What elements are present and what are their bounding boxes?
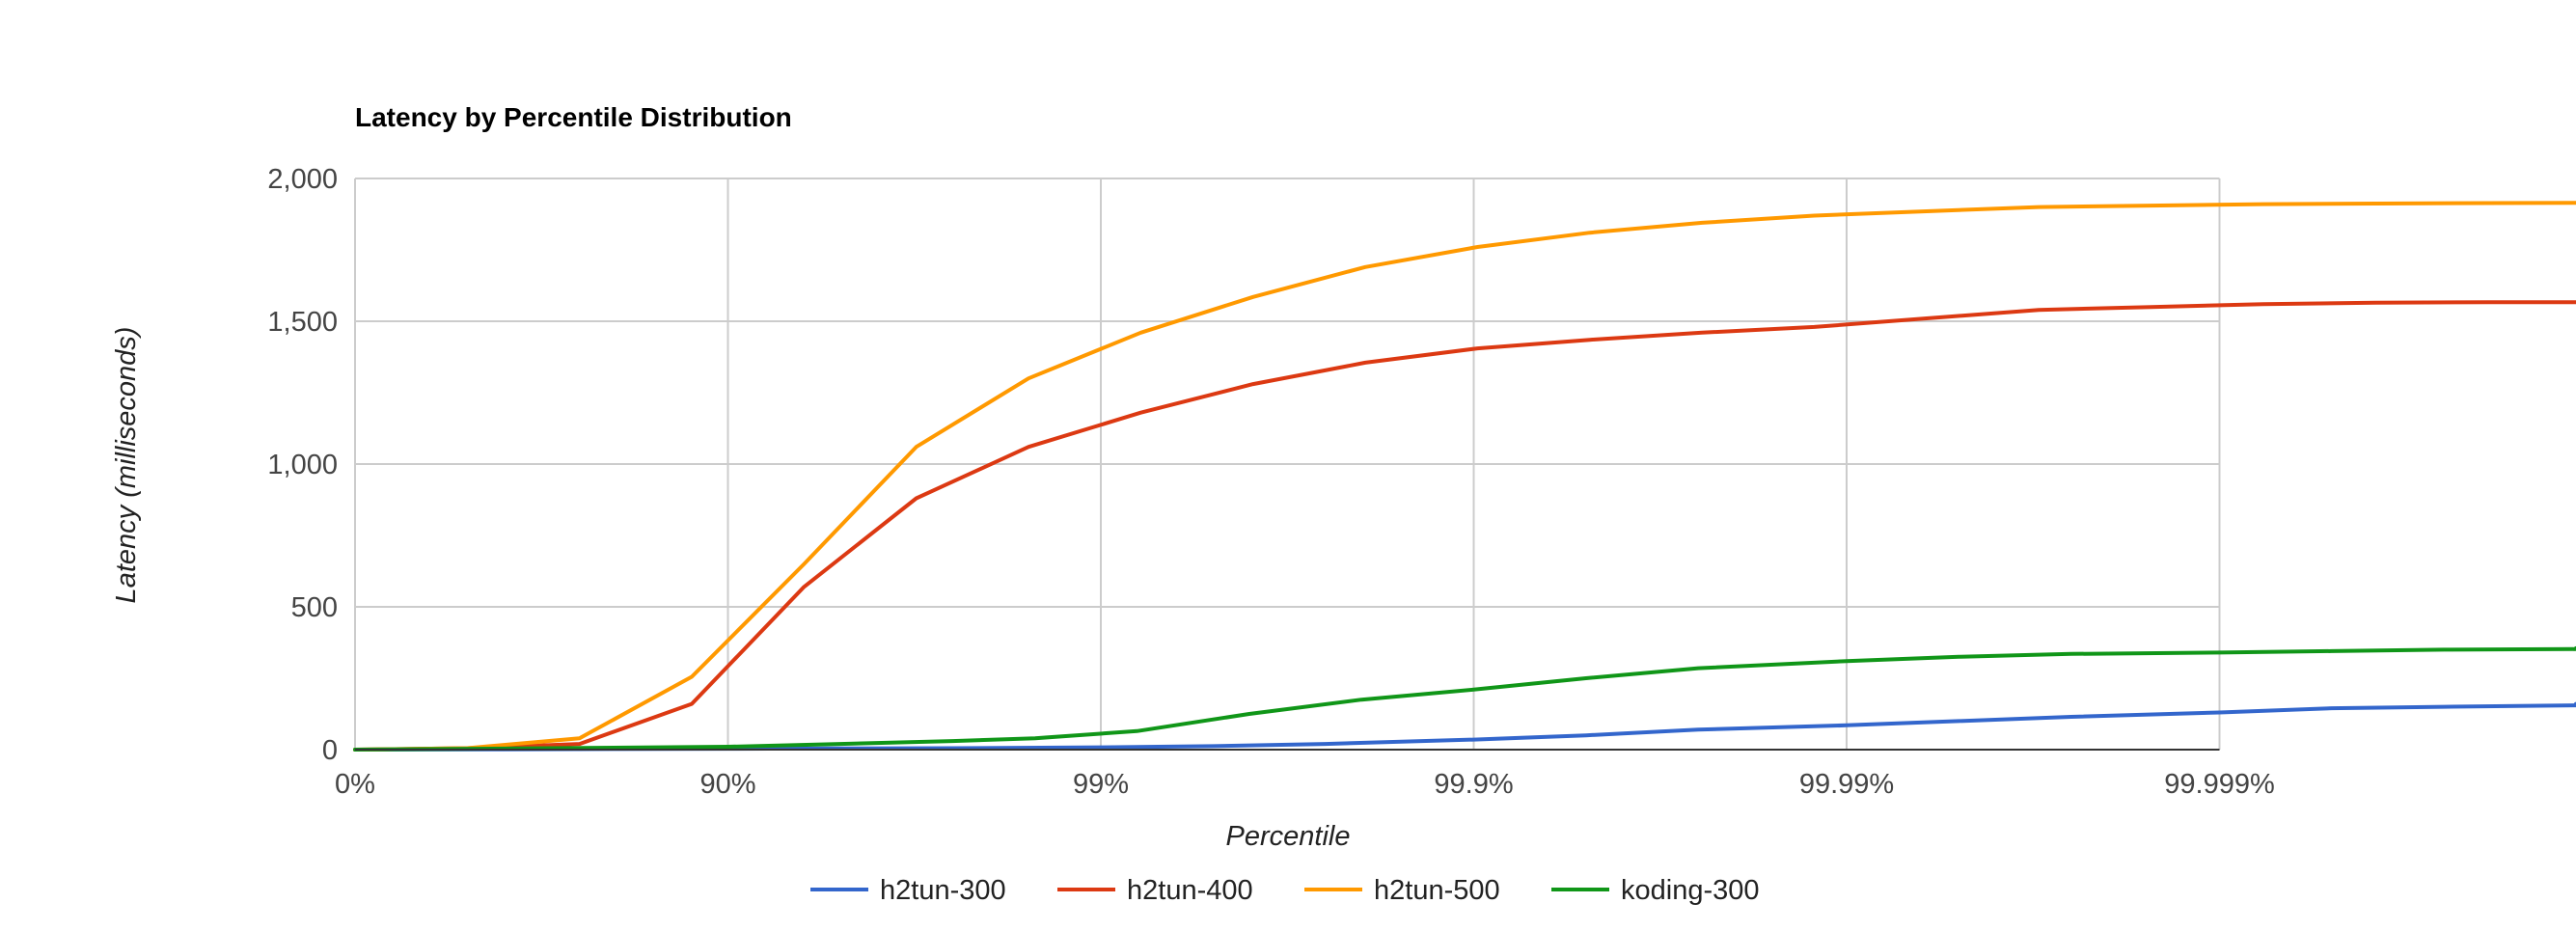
series-line-h2tun-500 bbox=[353, 201, 2576, 752]
y-tick-label: 1,500 bbox=[267, 307, 338, 338]
y-axis-label: Latency (milliseconds) bbox=[111, 327, 142, 604]
y-tick-label: 0 bbox=[322, 735, 338, 766]
x-tick-label: 99% bbox=[1073, 769, 1129, 800]
series-line-h2tun-400 bbox=[353, 300, 2576, 752]
legend-label-h2tun-400: h2tun-400 bbox=[1127, 875, 1253, 906]
x-tick-label: 99.99% bbox=[1799, 769, 1894, 800]
x-tick-label: 0% bbox=[335, 769, 375, 800]
x-axis-label: Percentile bbox=[1226, 821, 1351, 852]
chart-title: Latency by Percentile Distribution bbox=[355, 102, 792, 132]
axes: 0 500 1,000 1,500 2,000 0% 90% 99% 99.9% 99.99% 99… bbox=[267, 164, 2274, 800]
x-tick-label: 99.9% bbox=[1434, 769, 1513, 800]
legend-label-h2tun-300: h2tun-300 bbox=[880, 875, 1006, 906]
series-line-koding-300 bbox=[353, 645, 2576, 752]
legend-label-koding-300: koding-300 bbox=[1621, 875, 1760, 906]
x-tick-label: 99.999% bbox=[2164, 769, 2275, 800]
x-tick-label: 90% bbox=[699, 769, 755, 800]
legend: h2tun-300 h2tun-400 h2tun-500 koding-300 bbox=[810, 875, 1760, 906]
y-tick-label: 1,000 bbox=[267, 450, 338, 480]
legend-label-h2tun-500: h2tun-500 bbox=[1374, 875, 1500, 906]
y-tick-label: 500 bbox=[291, 592, 338, 623]
y-tick-label: 2,000 bbox=[267, 164, 338, 195]
